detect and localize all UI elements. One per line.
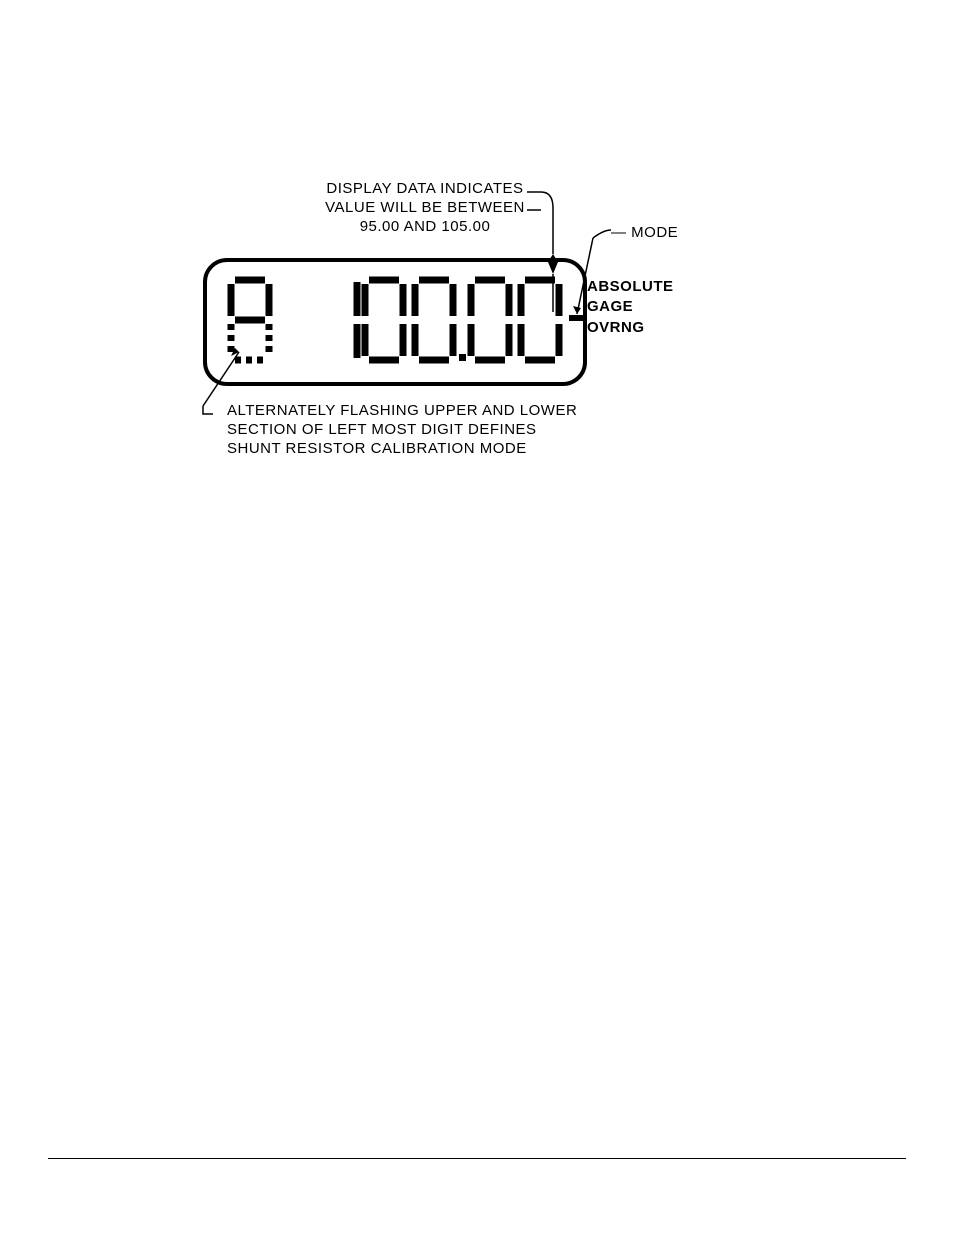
callout-bottom: ALTERNATELY FLASHING UPPER AND LOWER SEC…	[227, 402, 577, 458]
callout-bottom-line3: SHUNT RESISTOR CALIBRATION MODE	[227, 440, 577, 459]
figure: DISPLAY DATA INDICATES VALUE WILL BE BET…	[195, 180, 895, 480]
callout-bottom-line2: SECTION OF LEFT MOST DIGIT DEFINES	[227, 421, 577, 440]
page-footer-rule	[48, 1158, 906, 1159]
callout-bottom-line1: ALTERNATELY FLASHING UPPER AND LOWER	[227, 402, 577, 421]
